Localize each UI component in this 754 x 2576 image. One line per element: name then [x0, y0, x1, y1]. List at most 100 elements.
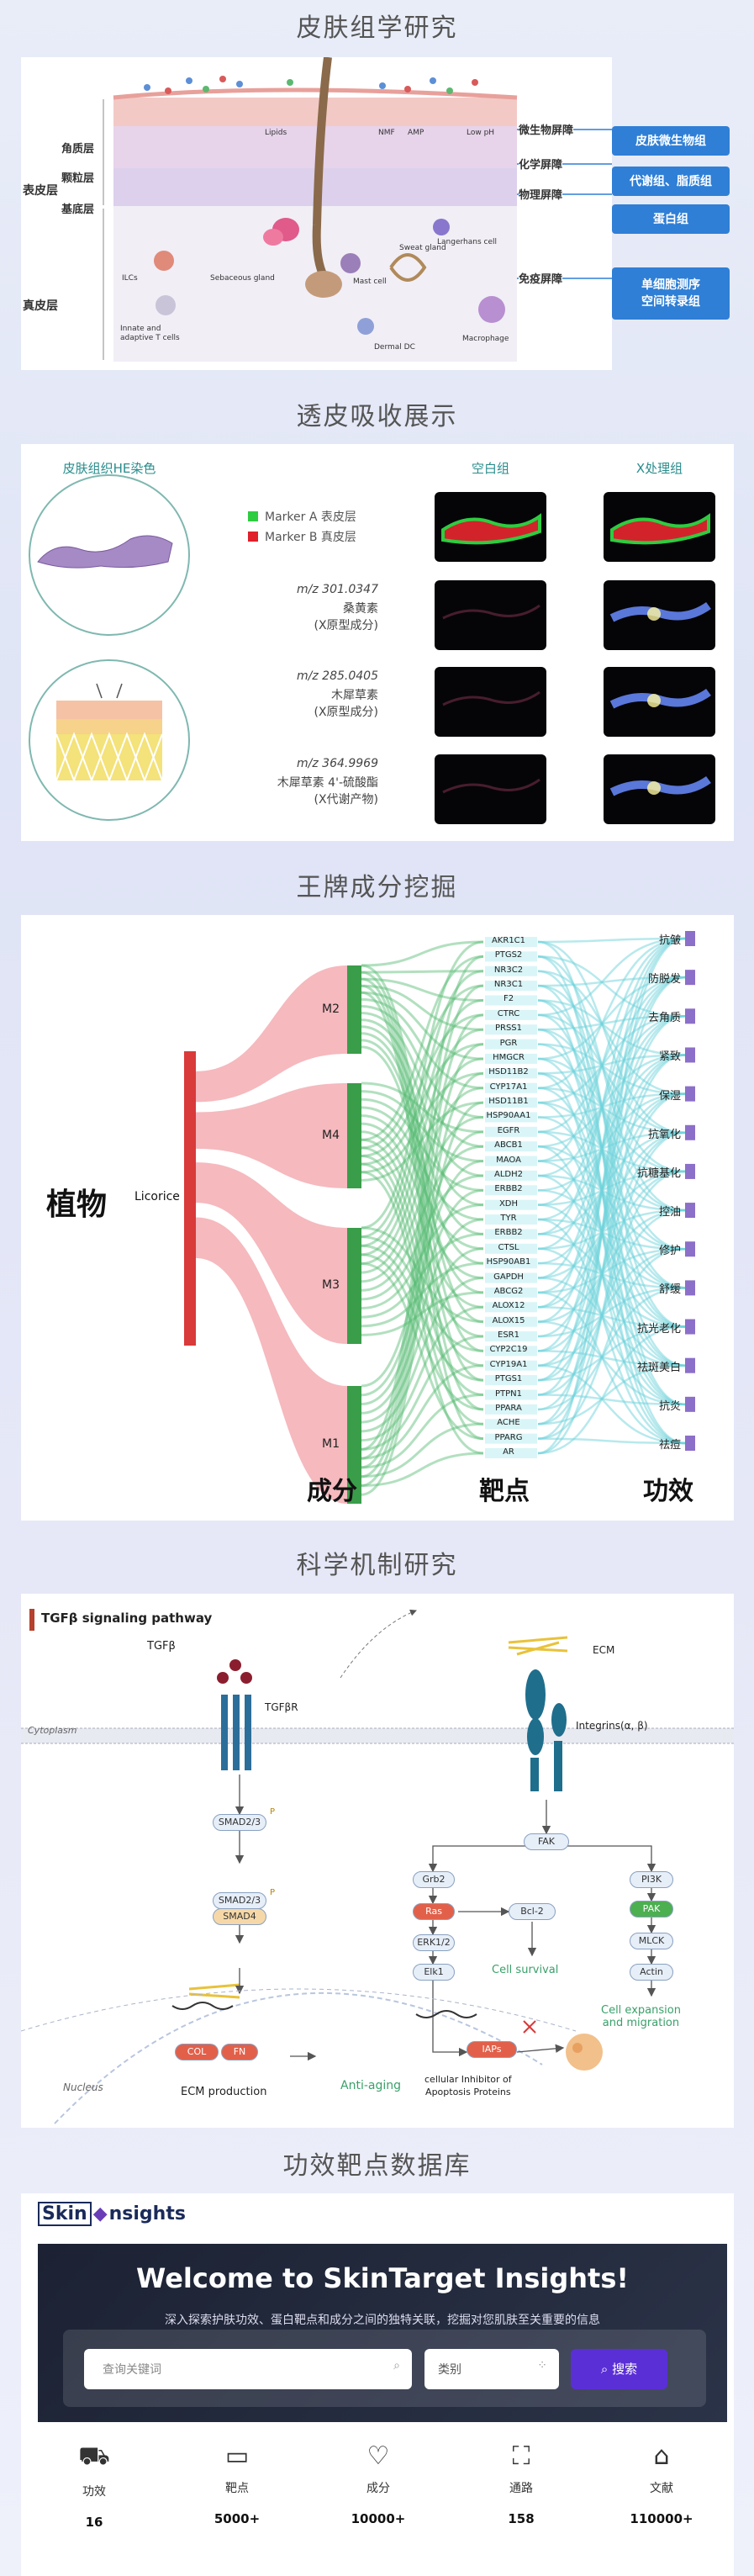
- stat-icon: ⛟: [78, 2441, 110, 2471]
- flow: [537, 1131, 686, 1235]
- flow: [361, 1291, 484, 1336]
- effect-node: [685, 1124, 695, 1140]
- node-box: Grb2: [413, 1871, 455, 1888]
- hero-banner: Welcome to SkinTarget Insights! 深入探索护肤功效…: [38, 2244, 727, 2422]
- flow: [361, 1188, 484, 1406]
- target-label: HSP90AB1: [486, 1257, 531, 1267]
- flow: [537, 1054, 686, 1294]
- flow: [537, 937, 686, 1089]
- logo[interactable]: Skin ◆nsights: [38, 2202, 186, 2226]
- flow: [361, 1218, 484, 1415]
- target-node: [485, 1448, 537, 1458]
- stat-label: 功效: [82, 2485, 106, 2499]
- target-label: XDH: [498, 1198, 519, 1209]
- target-node: [485, 1389, 537, 1400]
- module-node: [347, 1386, 361, 1504]
- hotspot: [647, 607, 661, 621]
- skin-panel: 表皮层 真皮层 角质层 颗粒层 基底层 微生物屏障 化学屏障 物理屏障 免疫屏障 Lipi…: [21, 56, 612, 370]
- compound-type: (X原型成分): [314, 619, 378, 632]
- omics-box: 代谢组、脂质组: [612, 167, 730, 196]
- cell-label: Lipids: [265, 129, 287, 137]
- effect-label: 抗糖基化: [636, 1166, 681, 1180]
- herb-node: [184, 1051, 196, 1346]
- cell-label: Sebaceous gland: [210, 274, 275, 283]
- flow: [361, 1113, 484, 1251]
- pathway-title: TGFβ signaling pathway: [41, 1611, 213, 1626]
- target-label: ABCG2: [493, 1286, 524, 1296]
- flow: [361, 1045, 484, 1294]
- stat-item[interactable]: ♡ 成分 10000+: [315, 2441, 441, 2526]
- absorption-panel: 皮肤组织HE染色 Marker A 表皮层 Marker B 真皮层 空白组 X…: [21, 444, 734, 841]
- hotspot: [647, 694, 661, 707]
- node-text: Integrins(α, β): [576, 1720, 648, 1732]
- plant-label: 植物: [46, 1187, 108, 1222]
- axis-label: 功效: [643, 1477, 693, 1506]
- node-box: Ras: [413, 1903, 455, 1920]
- flow: [361, 1244, 484, 1382]
- flow: [537, 976, 686, 1206]
- stat-item[interactable]: ⌂ 文献 110000+: [598, 2441, 725, 2526]
- flow: [361, 1277, 484, 1433]
- stat-item[interactable]: ⛟ 功效 16: [31, 2441, 157, 2530]
- node-text: Nucleus: [63, 2081, 103, 2093]
- target-node: [485, 1126, 537, 1137]
- target-node: [485, 1346, 537, 1357]
- target-label: PTGS2: [494, 950, 523, 960]
- flow: [196, 1083, 347, 1188]
- flow: [361, 1145, 484, 1292]
- target-node: [485, 1433, 537, 1444]
- flow: [537, 1054, 686, 1075]
- target-node: [485, 1229, 537, 1240]
- stat-item[interactable]: ▭ 靶点 5000+: [174, 2441, 300, 2526]
- module-label: M4: [322, 1128, 340, 1142]
- flow: [537, 1130, 686, 1173]
- flow: [537, 937, 686, 1382]
- flow: [361, 984, 484, 1150]
- flow: [361, 1138, 484, 1338]
- flow: [537, 937, 686, 944]
- target-label: CYP2C19: [489, 1345, 528, 1355]
- target-label: ERBB2: [494, 1184, 523, 1194]
- category-select[interactable]: 类别 ⁘: [424, 2349, 559, 2389]
- node-box: ERK1/2: [413, 1934, 455, 1951]
- flow: [361, 1235, 484, 1352]
- stat-icon: ⛶: [512, 2441, 530, 2471]
- target-label: PTPN1: [494, 1389, 522, 1399]
- flow: [537, 1170, 686, 1279]
- flow: [537, 1015, 686, 1251]
- target-node: [485, 1185, 537, 1196]
- node-text: ECM: [593, 1644, 615, 1656]
- group-label: X处理组: [635, 461, 683, 476]
- target-label: ACHE: [497, 1418, 520, 1428]
- module-node: [347, 1083, 361, 1188]
- flow: [361, 971, 484, 1352]
- category-label: 类别: [438, 2363, 461, 2377]
- target-node: [485, 1024, 537, 1035]
- target-label: NR3C2: [493, 965, 524, 975]
- flow: [361, 1247, 484, 1424]
- effect-label: 修护: [658, 1245, 681, 1258]
- compound-mz: m/z 285.0405: [297, 669, 378, 683]
- flow: [196, 965, 347, 1103]
- hotspot: [647, 781, 661, 795]
- cell-label: NMF: [378, 129, 395, 137]
- target-node: [485, 981, 537, 992]
- target-node: [485, 1243, 537, 1254]
- flow: [361, 1071, 484, 1487]
- node-text: cellular Inhibitor of Apoptosis Proteins: [424, 2074, 512, 2097]
- flow: [537, 976, 686, 987]
- pathway-diagram: [20, 1609, 734, 2124]
- section-title: 功效靶点数据库: [282, 2151, 472, 2181]
- compound-mz: m/z 301.0347: [297, 583, 378, 596]
- tissue-signal: [442, 604, 540, 620]
- effect-node: [685, 1163, 695, 1179]
- flow: [537, 1209, 686, 1251]
- stat-item[interactable]: ⛶ 通路 158: [458, 2441, 584, 2526]
- flow: [361, 1012, 484, 1148]
- flow: [537, 1015, 686, 1177]
- flow: [537, 1247, 686, 1406]
- effect-label: 抗炎: [658, 1399, 681, 1413]
- search-input[interactable]: 查询关键词 ⌕: [84, 2349, 412, 2389]
- mechanism-panel: TGFβ signaling pathway SMAD2/3 SMAD2/3 SMAD…: [20, 1594, 734, 2128]
- search-button[interactable]: ⌕ 搜索: [571, 2349, 667, 2389]
